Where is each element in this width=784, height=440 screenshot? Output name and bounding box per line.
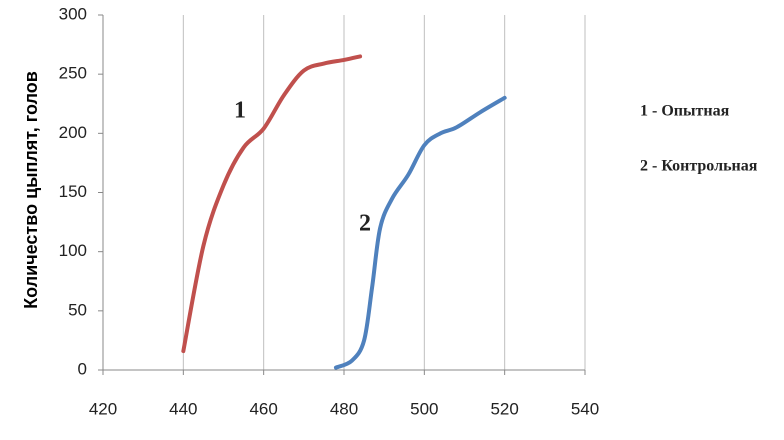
series-line [181,54,363,354]
series-line [333,95,507,370]
y-tick-label: 100 [59,241,87,260]
y-tick-label: 150 [59,182,87,201]
x-tick-label: 420 [89,399,117,418]
y-tick-label: 50 [68,300,87,319]
x-tick-label: 540 [571,399,599,418]
x-tick-label: 480 [330,399,358,418]
x-tick-label: 520 [490,399,518,418]
y-tick-label: 250 [59,64,87,83]
curve-label: 2 [359,211,371,237]
x-tick-label: 500 [410,399,438,418]
y-tick-label: 0 [78,359,87,378]
x-tick-label: 460 [249,399,277,418]
legend-entry: 1 - Опытная [640,103,730,120]
y-axis-label: Количество цыплят, голов [21,71,41,309]
x-tick-label: 440 [169,399,197,418]
y-tick-label: 300 [59,4,87,23]
y-tick-label: 200 [59,123,87,142]
curve-label: 1 [234,98,246,124]
legend-entry: 2 - Контрольная [640,158,758,175]
